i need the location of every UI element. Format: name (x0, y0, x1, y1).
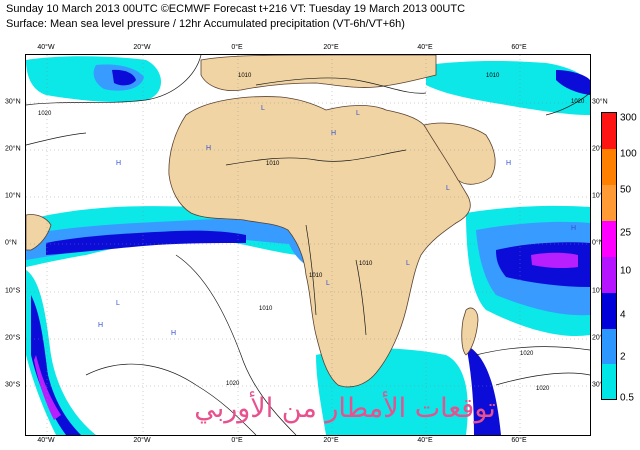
precip-east-med-heavy (556, 70, 590, 95)
low-pressure-marker: L (446, 185, 450, 192)
lat-label-right: 20°S (592, 334, 608, 342)
isobar-label: 1020 (536, 386, 550, 392)
high-pressure-marker: H (331, 130, 336, 137)
arabic-watermark: توقعات الأمطار من الأوربي (194, 393, 496, 424)
low-pressure-marker: L (116, 300, 120, 307)
lat-label-left: 20°S (5, 334, 21, 342)
chart-subtitle: Surface: Mean sea level pressure / 12hr … (6, 18, 405, 30)
lat-label-left: 0°N (5, 239, 17, 247)
lat-label-left: 10°S (5, 287, 21, 295)
lon-label-bottom: 20°E (323, 437, 339, 444)
legend-label: 25 (620, 227, 632, 239)
low-pressure-marker: L (356, 110, 360, 117)
lat-label-right: 30°N (592, 98, 608, 106)
madagascar (461, 307, 479, 356)
lat-label-right: 0°N (592, 239, 604, 247)
europe-landmass (200, 55, 437, 92)
chart-title: Sunday 10 March 2013 00UTC ©ECMWF Foreca… (6, 3, 466, 15)
legend-swatch (602, 221, 616, 257)
lat-label-right: 10°N (592, 192, 608, 200)
isobar-label: 1010 (486, 73, 500, 79)
high-pressure-marker: H (171, 330, 176, 337)
africa-landmass (168, 96, 471, 388)
legend-swatch (602, 364, 616, 399)
precip-cape-band-heavy (466, 345, 501, 435)
legend-label: 0.5 (620, 392, 634, 404)
lon-label-top: 40°E (417, 44, 433, 51)
low-pressure-marker: L (261, 105, 265, 112)
isobar-label: 1020 (571, 99, 585, 105)
lon-label-top: 40°W (37, 44, 55, 51)
graticule (26, 55, 590, 435)
lon-label-bottom: 40°W (37, 437, 55, 444)
high-pressure-marker: H (98, 322, 103, 329)
high-pressure-marker: H (116, 160, 121, 167)
arabia-landmass (423, 122, 496, 185)
lon-label-top: 60°E (511, 44, 527, 51)
lon-label-bottom: 60°E (511, 437, 527, 444)
lat-label-right: 30°S (592, 381, 608, 389)
isobar-label: 1010 (359, 261, 373, 267)
isobar-label: 1010 (309, 273, 323, 279)
isobar-label: 1010 (259, 306, 273, 312)
precip-atlantic-track-core (34, 355, 61, 420)
isobar-label: 1020 (520, 351, 534, 357)
isobar-labels: 1020 1020 1010 1010 1010 1010 1010 1010 … (38, 73, 585, 392)
lon-label-bottom: 20°W (133, 437, 151, 444)
precip-band-equatorial-mid (26, 219, 316, 260)
isobar-layer (26, 55, 590, 435)
legend-label: 50 (620, 184, 632, 196)
lon-label-bottom: 40°E (417, 437, 433, 444)
precip-east-med (426, 60, 590, 115)
precip-band-equatorial-heavy (46, 230, 246, 255)
lon-label-bottom: 0°E (231, 437, 243, 444)
lat-label-right: 10°S (592, 287, 608, 295)
lon-label-top: 20°W (133, 44, 151, 51)
legend-swatch (602, 149, 616, 185)
legend-label: 300 (620, 112, 637, 124)
legend-label: 4 (620, 309, 626, 321)
map-panel: 1020 1020 1010 1010 1010 1010 1010 1010 … (25, 54, 591, 436)
forecast-map: 1020 1020 1010 1010 1010 1010 1010 1010 … (26, 55, 590, 435)
legend-swatch (602, 185, 616, 221)
lat-label-left: 20°N (5, 145, 21, 153)
lon-label-top: 0°E (231, 44, 243, 51)
high-pressure-marker: H (206, 145, 211, 152)
high-pressure-marker: H (571, 225, 576, 232)
land-layer (26, 55, 496, 388)
precip-core-indian-ocean (531, 252, 578, 269)
legend-label: 10 (620, 265, 632, 277)
precip-north-atlantic-core (112, 69, 136, 86)
low-pressure-marker: L (326, 280, 330, 287)
legend-label: 2 (620, 351, 626, 363)
lat-label-left: 30°N (5, 98, 21, 106)
legend-swatch (602, 113, 616, 149)
legend-swatch (602, 293, 616, 329)
low-pressure-marker: L (406, 260, 410, 267)
isobar-label: 1010 (238, 73, 252, 79)
legend-swatch (602, 257, 616, 293)
pressure-centers: H H H L L H H L L L H H L (98, 105, 576, 337)
isobar-label: 1020 (226, 381, 240, 387)
isobar-label: 1020 (38, 111, 52, 117)
legend-label: 100 (620, 148, 637, 160)
lon-label-top: 20°E (323, 44, 339, 51)
lat-label-right: 20°N (592, 145, 608, 153)
high-pressure-marker: H (506, 160, 511, 167)
lat-label-left: 10°N (5, 192, 21, 200)
precipitation-legend (601, 112, 617, 400)
legend-swatch (602, 329, 616, 364)
south-america-coast (26, 214, 52, 251)
lat-label-left: 30°S (5, 381, 21, 389)
isobar-label: 1010 (266, 161, 280, 167)
